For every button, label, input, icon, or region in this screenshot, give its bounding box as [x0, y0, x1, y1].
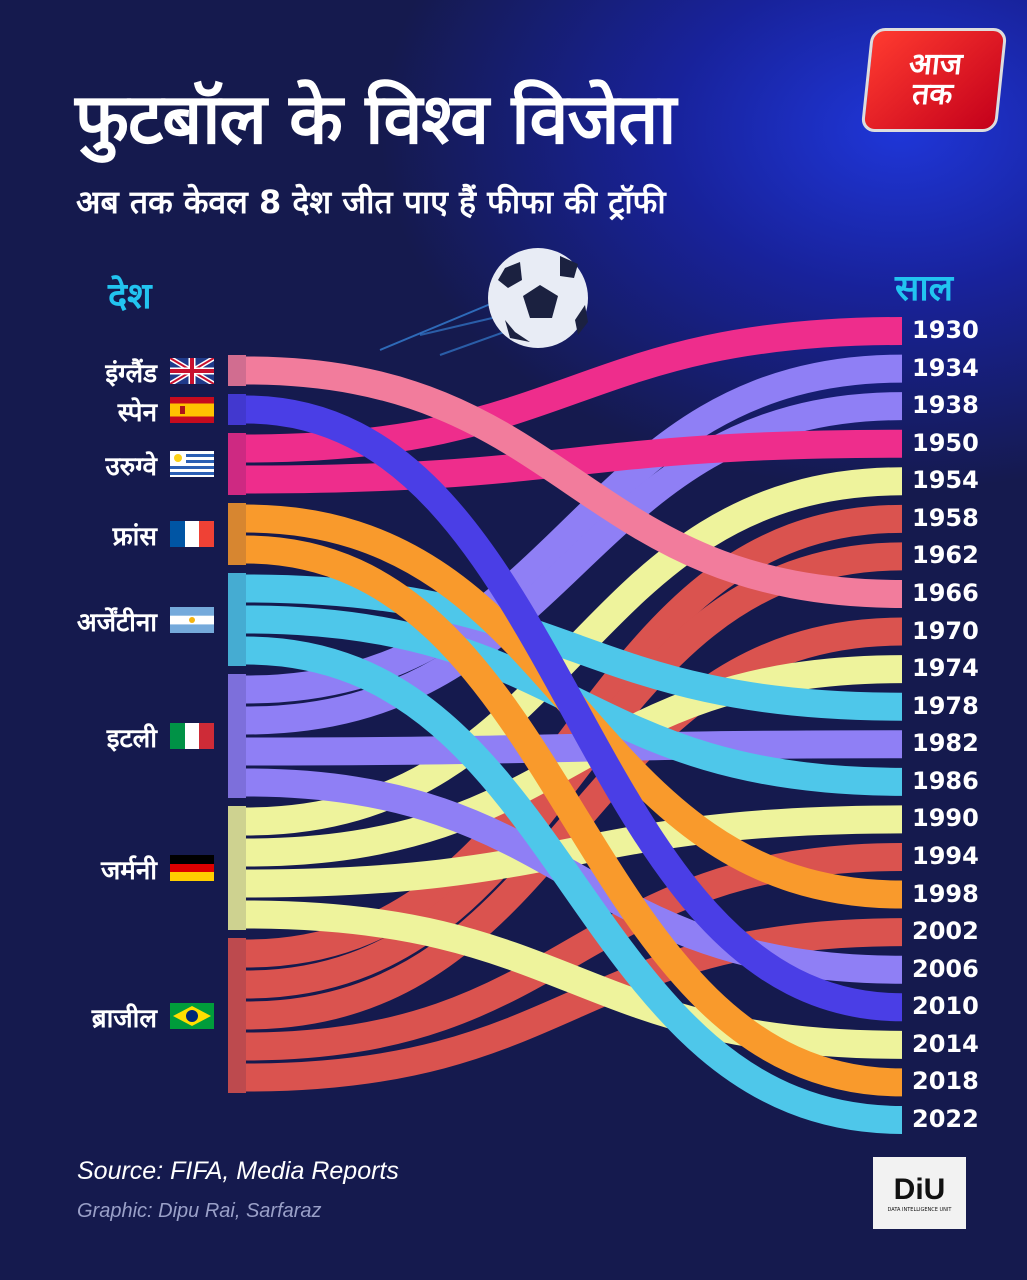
year-label: 2010	[912, 992, 979, 1021]
country-label: इटली	[106, 724, 157, 754]
country-label: जर्मनी	[100, 856, 157, 886]
ribbon-2018	[245, 535, 903, 1097]
year-label: 1966	[912, 578, 979, 607]
italy-flag-icon	[170, 723, 214, 749]
year-label: 2018	[912, 1067, 979, 1096]
ribbon-1950	[245, 429, 903, 494]
ribbon-1938	[245, 392, 903, 735]
germany-flag-icon	[170, 855, 214, 881]
country-bar	[228, 674, 246, 798]
argentina-flag-icon	[170, 606, 214, 633]
year-label: 1974	[912, 654, 979, 683]
ribbon-1966	[245, 356, 903, 608]
year-label: 1962	[912, 541, 979, 570]
year-label: 1934	[912, 353, 979, 382]
page-title: फुटबॉल के विश्व विजेता	[75, 78, 676, 160]
football-icon	[379, 248, 588, 356]
year-label: 2002	[912, 917, 979, 946]
ribbon-1982	[245, 730, 903, 766]
year-label: 1990	[912, 804, 979, 833]
country-label: ब्राजील	[91, 1003, 157, 1034]
credit-text: Graphic: Dipu Rai, Sarfaraz	[77, 1200, 322, 1222]
year-label: 2006	[912, 954, 979, 983]
year-label: 1978	[912, 691, 979, 720]
year-label: 2014	[912, 1029, 979, 1058]
country-bar	[228, 394, 246, 425]
diu-logo: DiU DATA INTELLIGENCE UNIT	[873, 1157, 966, 1229]
country-label: स्पेन	[117, 397, 157, 428]
country-bar	[228, 433, 246, 495]
spain-flag-icon	[170, 396, 214, 423]
country-bar	[228, 938, 246, 1093]
france-flag-icon	[170, 521, 214, 547]
ribbon-1978	[245, 574, 903, 721]
ribbon-2010	[245, 395, 903, 1022]
year-label: 1954	[912, 466, 979, 495]
year-label: 1982	[912, 729, 979, 758]
page-subtitle: अब तक केवल 8 देश जीत पाए हैं फीफा की ट्र…	[76, 183, 666, 221]
year-label: 1930	[912, 316, 979, 344]
country-bar	[228, 355, 246, 386]
country-label: अर्जेंटीना	[76, 607, 157, 638]
brazil-flag-icon	[170, 1002, 214, 1029]
year-label: 1950	[912, 428, 979, 457]
year-label: 1998	[912, 879, 979, 908]
year-label: 1986	[912, 766, 979, 795]
country-bar	[228, 503, 246, 565]
year-label: 1958	[912, 503, 979, 532]
year-label: 1938	[912, 391, 979, 420]
year-label: 2022	[912, 1104, 979, 1133]
source-text: Source: FIFA, Media Reports	[77, 1157, 399, 1185]
country-bar	[228, 806, 246, 930]
year-label: 1970	[912, 616, 979, 645]
year-header: साल	[895, 268, 954, 309]
country-label: फ्रांस	[112, 522, 157, 552]
country-label: इंग्लैंड	[105, 358, 157, 389]
uruguay-flag-icon	[170, 451, 214, 477]
ribbon-1990	[245, 805, 903, 898]
year-label: 1994	[912, 841, 979, 870]
country-bar	[228, 573, 246, 666]
ribbon-2002	[245, 918, 903, 1092]
uk-flag-icon	[168, 355, 216, 386]
ribbon-2022	[245, 636, 903, 1134]
country-label: उरुग्वे	[105, 452, 157, 482]
country-header: देश	[108, 276, 152, 317]
diu-logo-text: DiU	[893, 1173, 946, 1206]
diu-tagline: DATA INTELLIGENCE UNIT	[887, 1207, 952, 1213]
